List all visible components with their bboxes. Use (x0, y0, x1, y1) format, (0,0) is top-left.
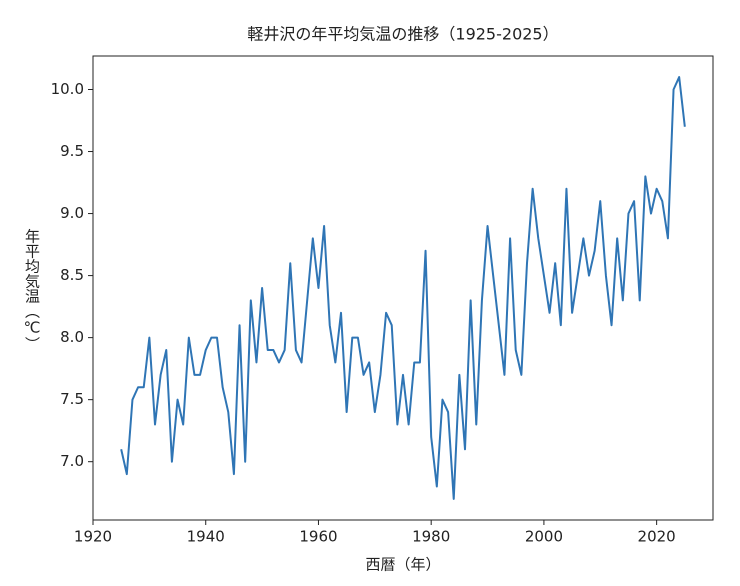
y-tick-label: 7.5 (60, 390, 84, 408)
y-tick-label: 8.0 (60, 328, 84, 346)
chart-title: 軽井沢の年平均気温の推移（1925-2025） (247, 25, 558, 44)
x-tick-label: 1920 (74, 528, 112, 546)
x-axis-label: 西暦（年） (365, 556, 440, 574)
y-tick-label: 9.0 (60, 204, 84, 222)
y-tick-label: 8.5 (60, 266, 84, 284)
x-tick-label: 1940 (187, 528, 225, 546)
y-tick-label: 9.5 (60, 142, 84, 160)
x-tick-label: 2020 (638, 528, 676, 546)
x-tick-label: 2000 (525, 528, 563, 546)
x-tick-label: 1980 (412, 528, 450, 546)
plot-frame (92, 55, 714, 521)
y-tick-label: 10.0 (51, 80, 84, 98)
y-tick-label: 7.0 (60, 452, 84, 470)
data-line (120, 76, 686, 500)
x-tick-label: 1960 (299, 528, 337, 546)
y-axis-label: 年平均気温（℃） (23, 229, 41, 352)
